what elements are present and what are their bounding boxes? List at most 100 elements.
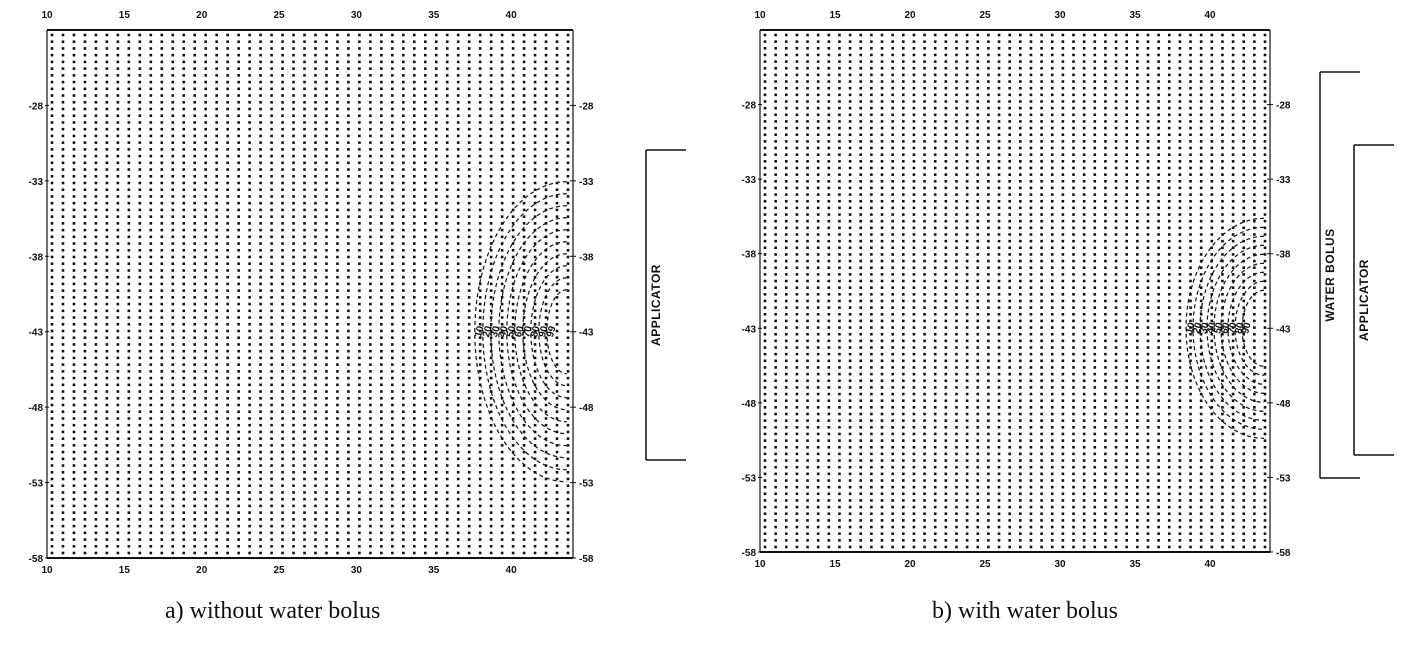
grid-point	[292, 87, 295, 91]
grid-point	[182, 484, 186, 488]
grid-point	[434, 390, 438, 393]
grid-point	[784, 545, 788, 549]
grid-point	[489, 141, 493, 144]
grid-point	[303, 67, 306, 70]
grid-point	[226, 363, 229, 366]
grid-point	[806, 60, 809, 63]
grid-point	[303, 222, 306, 225]
grid-point	[50, 396, 54, 400]
grid-point	[182, 511, 186, 514]
grid-point	[467, 94, 471, 97]
grid-point	[402, 215, 405, 218]
grid-point	[281, 383, 284, 387]
grid-point	[522, 376, 526, 380]
grid-point	[325, 208, 328, 212]
grid-point	[116, 33, 120, 37]
grid-point	[347, 309, 350, 313]
grid-point	[912, 499, 916, 502]
grid-point	[116, 195, 120, 198]
grid-point	[901, 372, 905, 376]
grid-point	[555, 174, 559, 178]
grid-point	[456, 470, 460, 474]
grid-point	[774, 525, 777, 529]
grid-point	[445, 282, 449, 286]
grid-point	[94, 343, 98, 346]
grid-point	[434, 235, 438, 239]
grid-point	[500, 53, 504, 57]
grid-point	[445, 121, 449, 124]
grid-point	[806, 53, 809, 57]
grid-point	[891, 452, 894, 456]
grid-point	[94, 390, 98, 393]
grid-point	[544, 47, 548, 50]
grid-point	[870, 505, 873, 509]
grid-point	[105, 336, 109, 340]
grid-point	[533, 228, 537, 232]
grid-point	[806, 445, 809, 449]
grid-point	[500, 477, 504, 481]
grid-point	[303, 174, 306, 178]
grid-point	[774, 472, 777, 476]
grid-point	[182, 376, 186, 380]
grid-point	[182, 195, 186, 198]
grid-point	[901, 379, 905, 383]
grid-point	[533, 322, 537, 326]
grid-point	[891, 213, 894, 216]
grid-point	[105, 215, 109, 218]
grid-point	[72, 134, 76, 138]
grid-point	[193, 551, 197, 555]
grid-point	[336, 396, 339, 400]
grid-point	[347, 329, 350, 333]
grid-point	[204, 484, 208, 488]
grid-point	[72, 329, 76, 333]
grid-point	[522, 444, 526, 447]
grid-point	[281, 195, 284, 198]
grid-point	[763, 339, 767, 343]
grid-point	[358, 134, 361, 138]
grid-point	[806, 519, 809, 522]
grid-point	[259, 302, 262, 306]
grid-point	[891, 246, 894, 250]
grid-point	[859, 379, 863, 383]
grid-point	[369, 208, 372, 212]
grid-point	[171, 363, 175, 366]
grid-point	[193, 148, 197, 151]
grid-point	[566, 148, 570, 151]
grid-point	[248, 94, 251, 97]
grid-point	[105, 450, 109, 454]
grid-point	[478, 107, 482, 111]
grid-point	[127, 40, 131, 44]
grid-point	[511, 228, 515, 232]
grid-point	[160, 80, 164, 84]
grid-point	[61, 343, 65, 346]
grid-point	[303, 80, 306, 84]
grid-point	[544, 349, 548, 353]
grid-point	[870, 179, 873, 183]
grid-point	[391, 410, 394, 414]
grid-point	[467, 168, 471, 171]
grid-point	[259, 248, 262, 252]
grid-point	[325, 531, 328, 535]
grid-point	[303, 275, 306, 279]
grid-point	[402, 316, 405, 319]
grid-point	[226, 356, 229, 360]
grid-point	[336, 518, 339, 521]
grid-point	[555, 201, 559, 205]
grid-point	[61, 390, 65, 393]
grid-point	[138, 289, 142, 292]
grid-point	[226, 188, 229, 192]
grid-point	[555, 107, 559, 111]
grid-point	[870, 133, 873, 137]
grid-point	[193, 60, 197, 64]
grid-point	[763, 505, 767, 509]
grid-point	[248, 228, 251, 232]
grid-point	[901, 512, 905, 516]
grid-point	[182, 289, 186, 292]
grid-point	[237, 383, 240, 387]
grid-point	[116, 215, 120, 218]
grid-point	[369, 289, 372, 292]
grid-point	[901, 519, 905, 522]
grid-point	[226, 437, 229, 440]
grid-point	[160, 531, 164, 535]
grid-point	[544, 188, 548, 192]
